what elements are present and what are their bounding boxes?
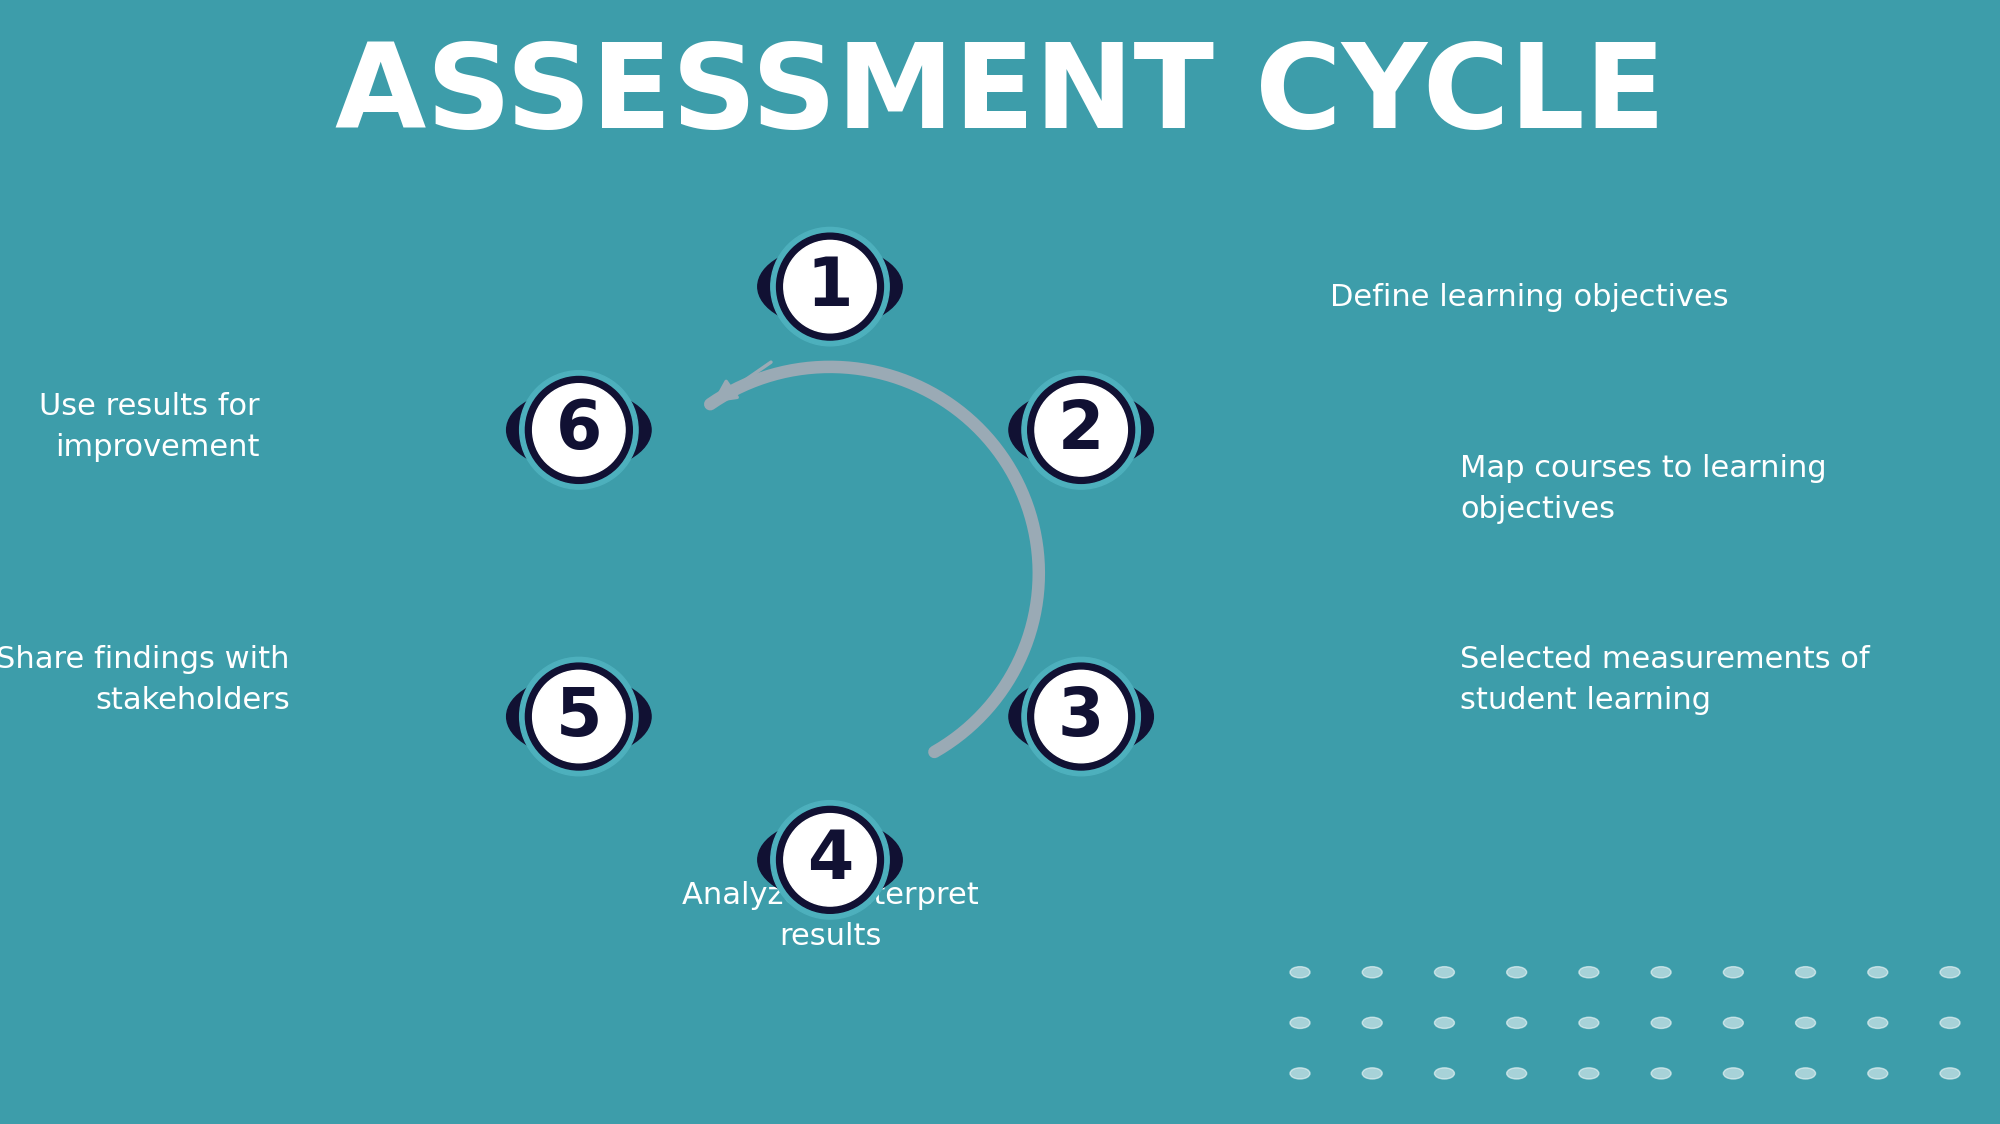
- Circle shape: [1434, 1068, 1454, 1079]
- Circle shape: [1434, 1017, 1454, 1028]
- Circle shape: [1940, 1017, 1960, 1028]
- Circle shape: [1652, 1068, 1672, 1079]
- Circle shape: [1652, 967, 1672, 978]
- Ellipse shape: [784, 241, 876, 333]
- Ellipse shape: [1028, 663, 1134, 770]
- Ellipse shape: [526, 663, 632, 770]
- Text: 1: 1: [806, 254, 854, 319]
- Circle shape: [1578, 1017, 1598, 1028]
- Text: Selected measurements of
student learning: Selected measurements of student learnin…: [1460, 645, 1870, 715]
- Circle shape: [1290, 1017, 1310, 1028]
- Circle shape: [1578, 967, 1598, 978]
- Circle shape: [758, 819, 902, 900]
- Ellipse shape: [1034, 383, 1128, 477]
- Circle shape: [1506, 1068, 1526, 1079]
- Circle shape: [1652, 1017, 1672, 1028]
- Text: Share findings with
stakeholders: Share findings with stakeholders: [0, 645, 290, 715]
- Circle shape: [1578, 1068, 1598, 1079]
- Circle shape: [1796, 967, 1816, 978]
- Text: Use results for
improvement: Use results for improvement: [40, 392, 260, 462]
- Ellipse shape: [526, 377, 632, 483]
- Circle shape: [1506, 1017, 1526, 1028]
- Circle shape: [1724, 1017, 1744, 1028]
- Ellipse shape: [770, 227, 890, 346]
- Ellipse shape: [532, 670, 626, 763]
- Circle shape: [1868, 1017, 1888, 1028]
- Ellipse shape: [784, 814, 876, 906]
- Circle shape: [1362, 967, 1382, 978]
- Ellipse shape: [520, 371, 638, 489]
- Ellipse shape: [532, 383, 626, 477]
- Ellipse shape: [1022, 371, 1140, 489]
- Circle shape: [1290, 967, 1310, 978]
- Circle shape: [506, 389, 652, 471]
- Circle shape: [1796, 1017, 1816, 1028]
- Circle shape: [1008, 389, 1154, 471]
- Ellipse shape: [776, 233, 884, 341]
- Text: Define learning objectives: Define learning objectives: [1330, 283, 1728, 312]
- Text: Map courses to learning
objectives: Map courses to learning objectives: [1460, 454, 1826, 524]
- Circle shape: [1868, 1068, 1888, 1079]
- Ellipse shape: [1022, 658, 1140, 776]
- Circle shape: [1506, 967, 1526, 978]
- Text: 2: 2: [1058, 397, 1104, 463]
- Circle shape: [1362, 1017, 1382, 1028]
- Circle shape: [1362, 1068, 1382, 1079]
- Circle shape: [1724, 1068, 1744, 1079]
- Ellipse shape: [770, 800, 890, 919]
- Ellipse shape: [1034, 670, 1128, 763]
- Circle shape: [1940, 967, 1960, 978]
- Text: 5: 5: [556, 683, 602, 750]
- Text: 3: 3: [1058, 683, 1104, 750]
- Text: 6: 6: [556, 397, 602, 463]
- Text: 4: 4: [806, 827, 854, 892]
- Circle shape: [758, 246, 902, 327]
- Circle shape: [1796, 1068, 1816, 1079]
- Circle shape: [1868, 967, 1888, 978]
- Circle shape: [1290, 1068, 1310, 1079]
- Circle shape: [1434, 967, 1454, 978]
- Circle shape: [506, 676, 652, 758]
- Text: Analyze & interpret
results: Analyze & interpret results: [682, 881, 978, 951]
- Ellipse shape: [520, 658, 638, 776]
- Ellipse shape: [1028, 377, 1134, 483]
- Circle shape: [1940, 1068, 1960, 1079]
- Text: ASSESSMENT CYCLE: ASSESSMENT CYCLE: [334, 38, 1666, 153]
- Circle shape: [1724, 967, 1744, 978]
- Ellipse shape: [776, 806, 884, 914]
- Circle shape: [1008, 676, 1154, 758]
